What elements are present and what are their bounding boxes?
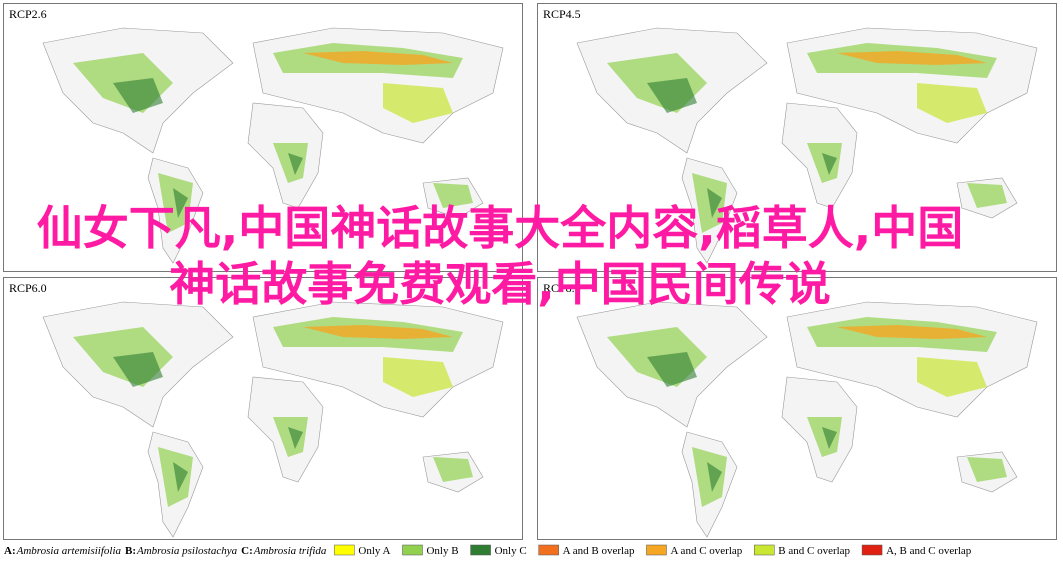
legend-swatch: [754, 544, 775, 556]
panel: RCP2.6: [3, 3, 523, 272]
legend: A: Ambrosia artemisiifolia B: Ambrosia psil…: [4, 544, 972, 557]
panel-label: RCP4.5: [543, 7, 581, 21]
panel-label: RCP6.0: [9, 281, 47, 295]
legend-swatch: [402, 544, 423, 556]
panel-label: RCP2.6: [9, 7, 47, 21]
species-key: B:: [125, 545, 136, 557]
legend-label: A and C overlap: [670, 545, 742, 557]
species-name: Ambrosia trifida: [253, 545, 327, 557]
legend-swatch: [646, 544, 667, 556]
species-name: Ambrosia psilostachya: [136, 545, 238, 557]
legend-label: B and C overlap: [778, 545, 850, 557]
legend-label: Only A: [358, 545, 390, 557]
species-key: C:: [241, 545, 253, 557]
overlay-title: 仙女下凡,中国神话故事大全内容,稻草人,中国神话故事免费观看,中国民间传说: [36, 201, 964, 311]
legend-label: Only C: [495, 545, 527, 557]
legend-label: A, B and C overlap: [886, 545, 972, 557]
species-name: Ambrosia artemisiifolia: [16, 545, 122, 557]
legend-swatch: [470, 544, 491, 556]
panel: RCP4.5: [537, 3, 1057, 272]
legend-swatch: [861, 544, 883, 556]
legend-swatch: [538, 544, 559, 556]
legend-swatch: [334, 544, 355, 556]
legend-label: Only B: [426, 545, 458, 557]
panel: RCP6.0: [3, 277, 523, 540]
panel: RCP8.5: [537, 277, 1057, 540]
species-key: A:: [4, 545, 16, 557]
legend-label: A and B overlap: [563, 545, 635, 557]
panel-label: RCP8.5: [543, 281, 581, 295]
